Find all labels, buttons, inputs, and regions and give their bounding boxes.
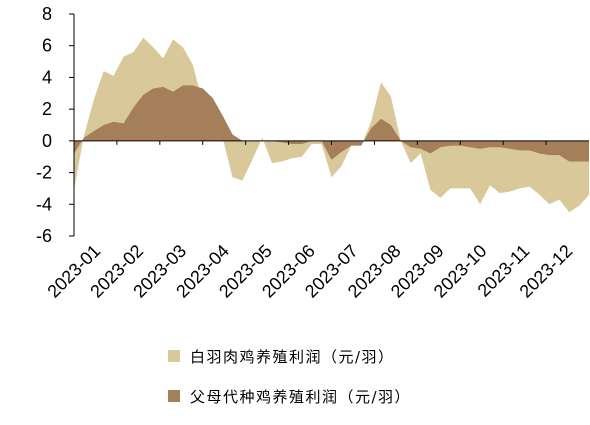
legend-swatch-breeder [168,390,180,402]
area-series-group [74,37,589,213]
y-tick-label: 0 [42,131,52,151]
legend: 白羽肉鸡养殖利润（元/羽） 父母代种鸡养殖利润（元/羽） [168,345,411,425]
legend-item-breeder: 父母代种鸡养殖利润（元/羽） [168,385,411,407]
y-tick-labels: 8 6 4 2 0 -2 -4 -6 [36,4,52,246]
y-tick-label: 2 [42,99,52,119]
y-tick-label: 8 [42,4,52,24]
chart-area: 8 6 4 2 0 -2 -4 -6 2023-012023-022023-032023-04… [36,4,589,302]
y-tick-label: -2 [36,163,52,183]
legend-label-broiler: 白羽肉鸡养殖利润（元/羽） [190,347,395,366]
legend-label-breeder: 父母代种鸡养殖利润（元/羽） [190,387,412,406]
y-tick-label: 6 [42,36,52,56]
legend-item-broiler: 白羽肉鸡养殖利润（元/羽） [168,345,411,367]
axes-group [69,13,589,237]
y-tick-label: -6 [36,226,52,246]
y-tick-label: 4 [42,67,52,87]
legend-swatch-broiler [168,350,180,362]
y-tick-label: -4 [36,194,52,214]
x-tick-labels: 2023-012023-022023-032023-042023-052023-… [43,241,576,302]
area-series-broiler [74,37,589,213]
